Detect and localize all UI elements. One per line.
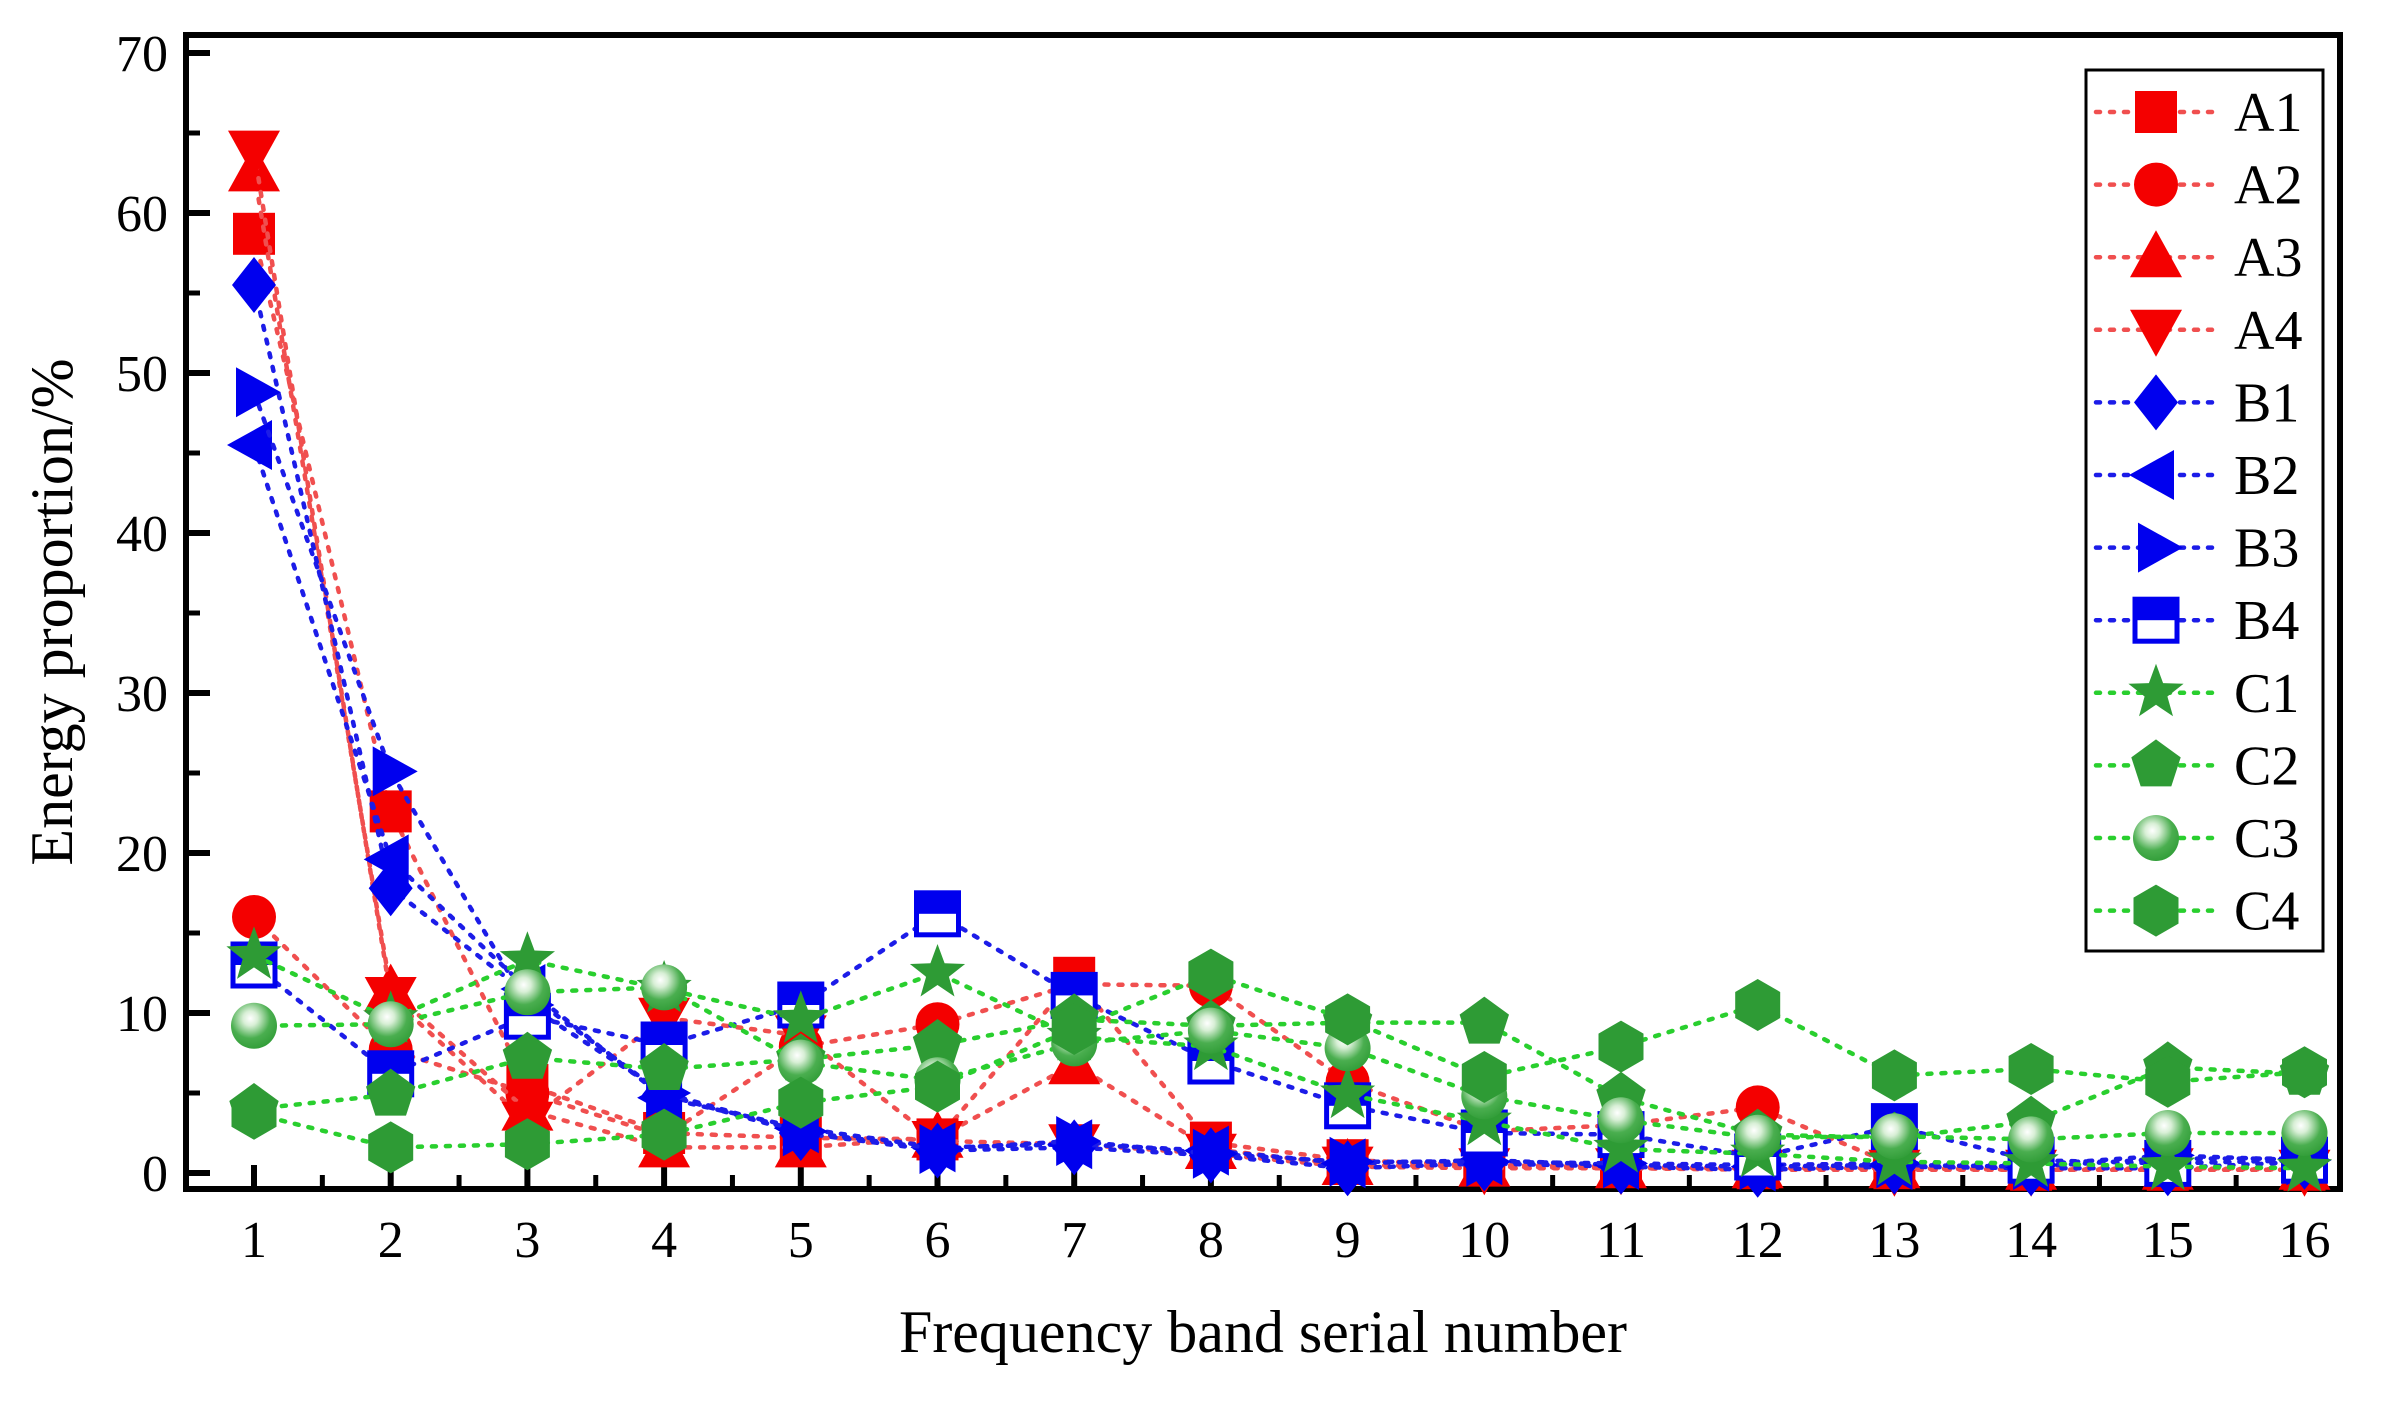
x-tick-label: 16 xyxy=(2279,1212,2331,1269)
legend-label: B2 xyxy=(2234,445,2299,507)
y-tick-label: 0 xyxy=(142,1146,168,1203)
legend-label: A3 xyxy=(2234,227,2302,289)
legend-item-A2: A2 xyxy=(2093,155,2302,217)
legend-item-C1: C1 xyxy=(2093,663,2299,725)
legend-item-B4: B4 xyxy=(2093,590,2299,652)
legend-item-A3: A3 xyxy=(2093,227,2302,289)
legend-item-C4: C4 xyxy=(2093,881,2299,943)
legend-label: C4 xyxy=(2234,881,2299,943)
y-axis-title: Energy proportion/% xyxy=(19,358,85,865)
x-tick-label: 12 xyxy=(1732,1212,1784,1269)
x-tick-label: 7 xyxy=(1061,1212,1087,1269)
x-tick-label: 6 xyxy=(925,1212,951,1269)
x-tick-label: 2 xyxy=(378,1212,404,1269)
x-tick-label: 4 xyxy=(651,1212,677,1269)
legend-item-A1: A1 xyxy=(2093,82,2302,144)
series-C4 xyxy=(231,948,2327,1174)
x-tick-label: 15 xyxy=(2142,1212,2194,1269)
legend-item-A4: A4 xyxy=(2093,300,2302,362)
legend-label: B3 xyxy=(2234,518,2299,580)
y-tick-label: 50 xyxy=(116,346,168,403)
legend: A1 A2 A3 A4 B1 B2 B3 B4 C1 C2 C3 C4 xyxy=(2084,68,2325,953)
x-tick-label: 8 xyxy=(1198,1212,1224,1269)
x-tick-label: 14 xyxy=(2005,1212,2057,1269)
legend-label: B4 xyxy=(2234,590,2299,652)
x-tick-label: 13 xyxy=(1868,1212,1920,1269)
legend-item-C2: C2 xyxy=(2093,735,2299,797)
legend-label: C3 xyxy=(2234,808,2299,870)
x-axis-title: Frequency band serial number xyxy=(899,1299,1627,1365)
x-tick-label: 3 xyxy=(514,1212,540,1269)
x-tick-label: 9 xyxy=(1335,1212,1361,1269)
legend-label: C2 xyxy=(2234,735,2299,797)
legend-label: A1 xyxy=(2234,82,2302,144)
legend-item-B2: B2 xyxy=(2093,445,2299,507)
x-tick-label: 10 xyxy=(1458,1212,1510,1269)
legend-item-C3: C3 xyxy=(2093,808,2299,870)
y-axis: 0 10 20 30 40 50 60 70 xyxy=(116,26,210,1203)
y-tick-label: 20 xyxy=(116,826,168,883)
x-tick-label: 1 xyxy=(241,1212,267,1269)
legend-label: B1 xyxy=(2234,372,2299,434)
y-tick-label: 60 xyxy=(116,186,168,243)
legend-item-B1: B1 xyxy=(2093,372,2299,434)
x-axis: 1 2 3 4 5 6 7 8 9 10 11 12 13 14 15 16 xyxy=(241,1165,2331,1269)
x-tick-label: 5 xyxy=(788,1212,814,1269)
y-tick-label: 10 xyxy=(116,986,168,1043)
legend-label: A2 xyxy=(2234,155,2302,217)
legend-label: C1 xyxy=(2234,663,2299,725)
legend-item-B3: B3 xyxy=(2093,518,2299,580)
legend-label: A4 xyxy=(2234,300,2302,362)
y-tick-label: 40 xyxy=(116,506,168,563)
y-tick-label: 70 xyxy=(116,26,168,83)
y-tick-label: 30 xyxy=(116,666,168,723)
x-tick-label: 11 xyxy=(1596,1212,1646,1269)
